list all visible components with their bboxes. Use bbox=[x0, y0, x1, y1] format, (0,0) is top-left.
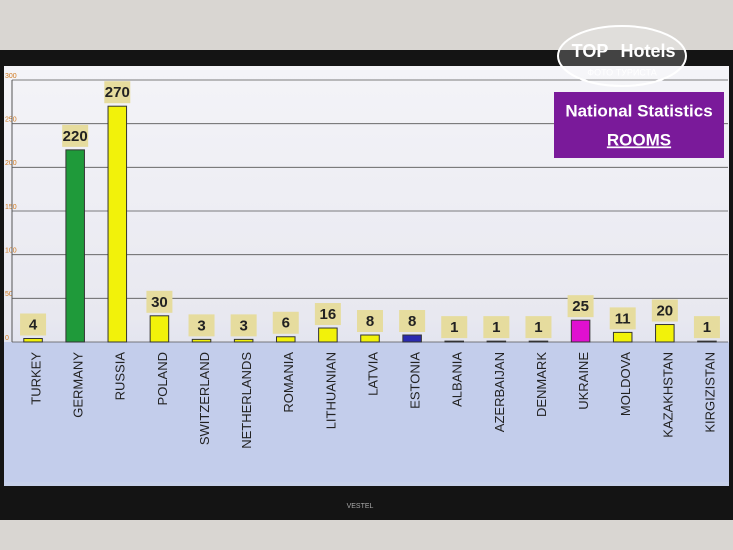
x-tick-label: SWITZERLAND bbox=[197, 352, 212, 445]
x-tick-label: ROMANIA bbox=[281, 352, 296, 413]
y-tick-label: 0 bbox=[5, 335, 9, 342]
value-label: 270 bbox=[105, 84, 130, 101]
chart-subtitle: ROOMS bbox=[607, 130, 671, 149]
value-label-box bbox=[272, 311, 299, 334]
value-label: 3 bbox=[197, 317, 205, 334]
bar bbox=[318, 327, 338, 343]
y-tick-label: 50 bbox=[5, 291, 13, 298]
x-tick-label: KIRGIZISTAN bbox=[702, 352, 717, 433]
bar bbox=[360, 334, 380, 343]
value-label-box bbox=[651, 299, 678, 322]
value-label: 8 bbox=[366, 313, 374, 330]
bar bbox=[570, 319, 591, 343]
y-tick-label: 300 bbox=[5, 73, 17, 80]
x-tick-label: LITHUANIAN bbox=[323, 352, 338, 429]
value-label: 1 bbox=[703, 319, 711, 336]
bar bbox=[233, 338, 254, 343]
value-label-box bbox=[399, 310, 426, 333]
value-label-box bbox=[441, 316, 468, 339]
bar bbox=[275, 336, 296, 343]
value-label: 1 bbox=[450, 319, 458, 336]
bar bbox=[444, 340, 465, 343]
x-tick-label: LATVIA bbox=[365, 352, 380, 396]
value-label-box bbox=[146, 290, 173, 313]
bar bbox=[612, 331, 633, 343]
value-label: 8 bbox=[408, 313, 416, 330]
value-label-box bbox=[609, 307, 636, 330]
value-label: 3 bbox=[239, 317, 247, 334]
watermark-tagline: ФОТО ТУРИСТА bbox=[587, 67, 657, 77]
x-tick-label: DENMARK bbox=[534, 352, 549, 417]
value-label: 25 bbox=[572, 298, 589, 315]
bar bbox=[65, 149, 85, 343]
value-label-box bbox=[104, 81, 131, 104]
x-tick-label: AZERBAIJAN bbox=[492, 352, 507, 432]
value-label: 4 bbox=[29, 316, 38, 333]
watermark-logo bbox=[557, 25, 687, 87]
value-label: 1 bbox=[492, 319, 500, 336]
bar bbox=[107, 105, 128, 343]
x-tick-label: NETHERLANDS bbox=[239, 352, 254, 449]
value-label: 11 bbox=[615, 310, 631, 327]
x-tick-label: UKRAINE bbox=[576, 352, 591, 410]
label-band bbox=[4, 342, 729, 482]
x-tick-label: ALBANIA bbox=[450, 352, 465, 407]
bar bbox=[402, 334, 422, 343]
value-label: 16 bbox=[320, 306, 337, 323]
x-tick-label: KAZAKHSTAN bbox=[660, 352, 675, 438]
bar bbox=[149, 315, 170, 343]
x-tick-label: MOLDOVA bbox=[618, 352, 633, 416]
watermark-brand: TOP bbox=[572, 41, 609, 61]
title-box bbox=[554, 92, 724, 158]
x-tick-label: TURKEY bbox=[28, 352, 43, 405]
value-label-box bbox=[357, 310, 383, 333]
value-label: 6 bbox=[282, 315, 290, 332]
y-tick-label: 200 bbox=[5, 160, 17, 167]
bar bbox=[697, 340, 717, 343]
y-tick-label: 150 bbox=[5, 204, 17, 211]
value-label-box bbox=[188, 314, 215, 337]
bar bbox=[23, 338, 43, 343]
value-label-box bbox=[525, 316, 552, 339]
value-label: 20 bbox=[656, 303, 673, 320]
bar bbox=[528, 340, 549, 343]
watermark-brand: Hotels bbox=[620, 41, 675, 61]
chart-title: National Statistics bbox=[565, 101, 712, 120]
bezel-brand: VESTEL bbox=[347, 503, 374, 510]
value-label-box bbox=[314, 303, 341, 326]
bar bbox=[191, 338, 212, 343]
y-tick-label: 250 bbox=[5, 117, 17, 124]
value-label-box bbox=[483, 316, 510, 339]
x-tick-label: RUSSIA bbox=[113, 352, 128, 401]
value-label-box bbox=[230, 314, 257, 337]
value-label-box bbox=[567, 295, 594, 318]
value-label: 1 bbox=[534, 319, 542, 336]
value-label: 30 bbox=[151, 294, 168, 311]
value-label: 220 bbox=[63, 128, 88, 145]
x-tick-label: ESTONIA bbox=[408, 352, 423, 409]
bar bbox=[486, 340, 507, 343]
value-label-box bbox=[20, 313, 47, 336]
value-label-box bbox=[693, 316, 720, 339]
x-tick-label: POLAND bbox=[155, 352, 170, 405]
value-label-box bbox=[62, 124, 89, 147]
y-tick-label: 100 bbox=[5, 248, 17, 255]
x-tick-label: GERMANY bbox=[71, 352, 86, 418]
bar bbox=[655, 324, 675, 343]
